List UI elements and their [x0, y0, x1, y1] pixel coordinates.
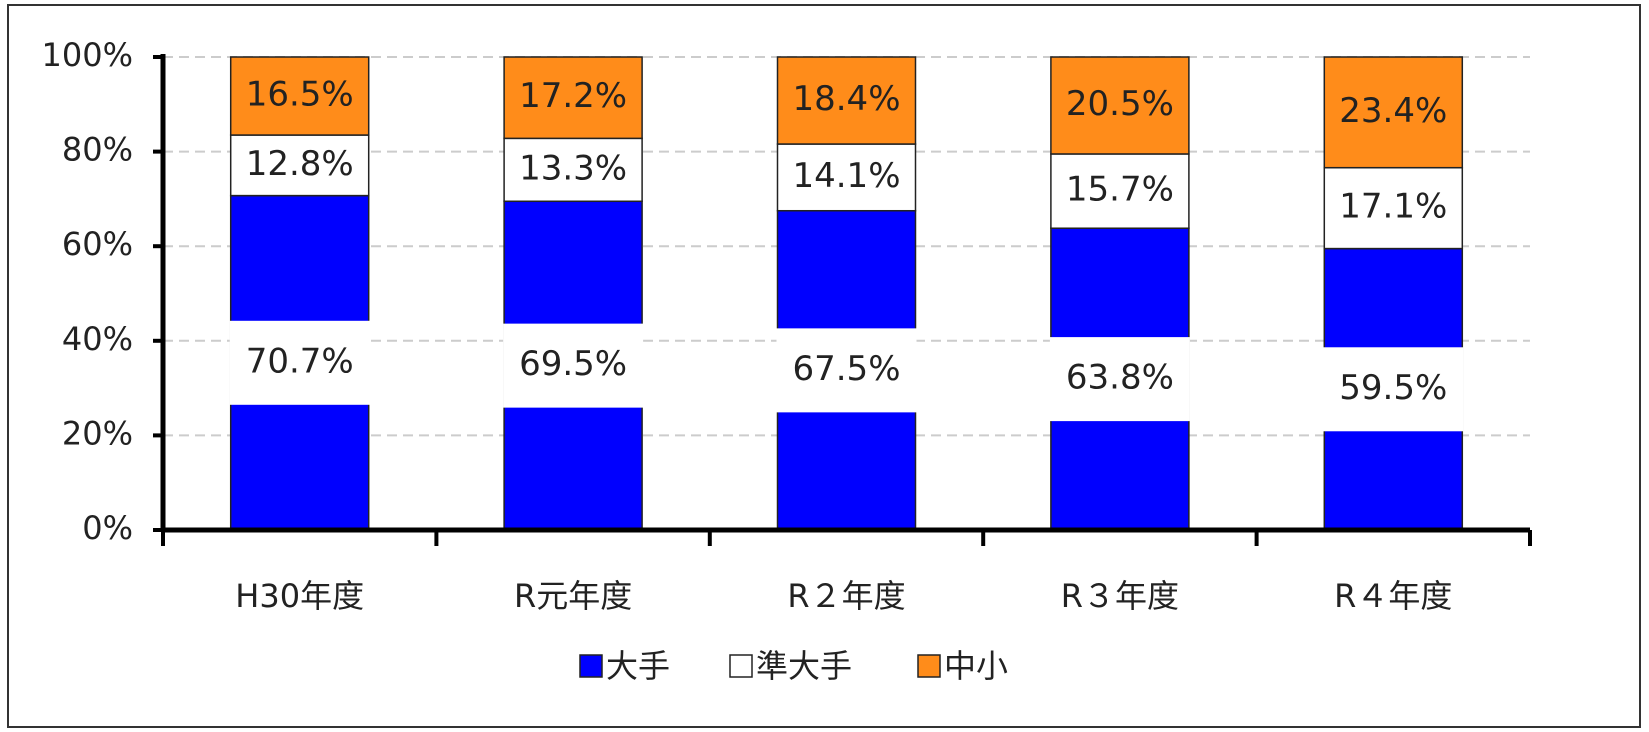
legend-label: 中小 — [944, 647, 1008, 685]
y-tick-label: 20% — [62, 414, 133, 452]
y-tick-label: 80% — [62, 131, 133, 169]
label-background — [776, 328, 917, 413]
data-label: 18.4% — [792, 79, 900, 119]
bar-segment — [1323, 56, 1464, 169]
label-background — [1049, 337, 1190, 422]
bar-segment — [1050, 153, 1190, 229]
legend-label: 大手 — [606, 647, 670, 685]
legend-swatch — [579, 654, 603, 678]
bar-segment — [229, 56, 370, 136]
data-label: 70.7% — [246, 341, 354, 381]
x-tick-label: R３年度 — [1061, 577, 1179, 615]
label-background — [229, 320, 370, 405]
data-label: 69.5% — [519, 344, 627, 384]
data-label: 23.4% — [1339, 91, 1447, 131]
bar-segment — [229, 134, 370, 197]
y-tick-label: 40% — [62, 320, 133, 358]
data-label: 16.5% — [246, 75, 354, 115]
data-label: 59.5% — [1339, 368, 1447, 408]
bar-segment — [1323, 166, 1464, 250]
bar-segment — [776, 56, 917, 145]
bar-segment — [1050, 56, 1190, 155]
x-tick-label: H30年度 — [235, 577, 364, 615]
data-label: 14.1% — [792, 156, 900, 196]
bar-segment — [776, 143, 917, 212]
data-label: 15.7% — [1066, 170, 1174, 210]
legend-label: 準大手 — [756, 647, 852, 685]
bar-segment — [503, 56, 643, 140]
data-label: 17.1% — [1339, 187, 1447, 227]
label-background — [1323, 347, 1464, 432]
label-background — [503, 323, 644, 408]
data-label: 20.5% — [1066, 84, 1174, 124]
data-label: 63.8% — [1066, 358, 1174, 398]
x-tick-label: R２年度 — [787, 577, 905, 615]
y-tick-label: 0% — [82, 509, 133, 547]
x-tick-label: R元年度 — [514, 577, 632, 615]
data-label: 12.8% — [246, 144, 354, 184]
data-label: 17.2% — [519, 76, 627, 116]
y-tick-label: 60% — [62, 225, 133, 263]
data-label: 67.5% — [792, 349, 900, 389]
y-tick-label: 100% — [42, 36, 133, 74]
legend-swatch — [917, 654, 941, 678]
x-tick-label: R４年度 — [1334, 577, 1452, 615]
legend-swatch — [729, 654, 753, 678]
data-label: 13.3% — [519, 148, 627, 188]
